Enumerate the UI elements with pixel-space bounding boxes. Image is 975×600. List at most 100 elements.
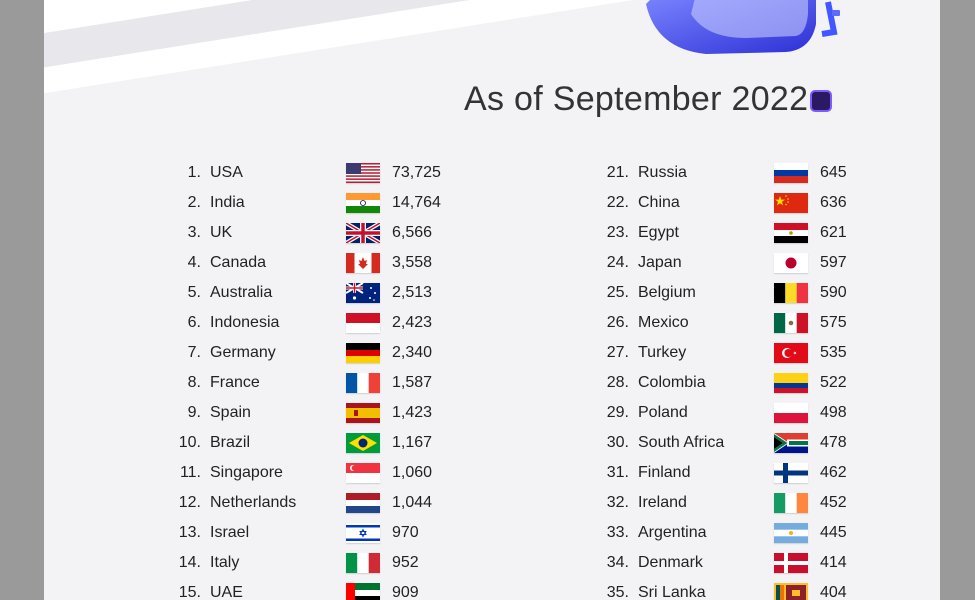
rank-number: 32.	[606, 494, 629, 511]
ranking-row: 31. Finland 462	[592, 460, 890, 486]
value-count: 909	[392, 584, 419, 600]
rank-number: 9.	[187, 404, 201, 421]
country-name: Finland	[638, 464, 691, 481]
value-count: 597	[820, 254, 847, 271]
ranking-row: 15. UAE 909	[171, 580, 462, 600]
value-count: 645	[820, 164, 847, 181]
ranking-row: 32. Ireland 452	[592, 490, 890, 516]
egypt-flag-icon	[774, 223, 808, 243]
rank-number: 13.	[178, 524, 201, 541]
canada-flag-icon	[346, 253, 380, 273]
argentina-flag-icon	[774, 523, 808, 543]
country-name: Denmark	[638, 554, 703, 571]
rank-number: 24.	[606, 254, 629, 271]
country-name: Colombia	[638, 374, 706, 391]
value-count: 404	[820, 584, 847, 600]
ranking-row: 14. Italy 952	[171, 550, 462, 576]
country-name: Singapore	[210, 464, 283, 481]
ranking-row: 22. China 636	[592, 190, 890, 216]
france-flag-icon	[346, 373, 380, 393]
value-count: 2,513	[392, 284, 433, 301]
singapore-flag-icon	[346, 463, 380, 483]
value-count: 6,566	[392, 224, 433, 241]
country-name: Indonesia	[210, 314, 280, 331]
value-count: 535	[820, 344, 847, 361]
ranking-row: 21. Russia 645	[592, 160, 890, 186]
ranking-row: 25. Belgium 590	[592, 280, 890, 306]
rank-number: 23.	[606, 224, 629, 241]
value-count: 498	[820, 404, 847, 421]
rank-number: 8.	[187, 374, 201, 391]
country-name: Netherlands	[210, 494, 297, 511]
value-count: 73,725	[392, 164, 441, 181]
country-name: France	[210, 374, 260, 391]
rank-number: 2.	[187, 194, 201, 211]
denmark-flag-icon	[774, 553, 808, 573]
rank-number: 28.	[606, 374, 629, 391]
ranking-row: 11. Singapore 1,060	[171, 460, 462, 486]
brazil-flag-icon	[346, 433, 380, 453]
ireland-flag-icon	[774, 493, 808, 513]
south-africa-flag-icon	[774, 433, 808, 453]
germany-flag-icon	[346, 343, 380, 363]
value-count: 445	[820, 524, 847, 541]
infographic-card: As of September 2022 1. USA 73,725 2. India 1…	[44, 0, 940, 600]
country-name: Italy	[210, 554, 240, 571]
country-name: Poland	[638, 404, 688, 421]
country-name: UK	[210, 224, 233, 241]
mexico-flag-icon	[774, 313, 808, 333]
rank-number: 10.	[178, 434, 201, 451]
rank-number: 15.	[178, 584, 201, 600]
rank-number: 22.	[606, 194, 629, 211]
country-name: South Africa	[638, 434, 725, 451]
value-count: 1,044	[392, 494, 433, 511]
usa-flag-icon	[346, 163, 380, 183]
country-name: Sri Lanka	[638, 584, 706, 600]
country-name: Brazil	[210, 434, 251, 451]
country-name: China	[638, 194, 680, 211]
value-count: 636	[820, 194, 847, 211]
value-count: 575	[820, 314, 847, 331]
china-flag-icon	[774, 193, 808, 213]
value-count: 590	[820, 284, 847, 301]
value-count: 462	[820, 464, 847, 481]
country-name: Australia	[210, 284, 273, 301]
rank-number: 12.	[178, 494, 201, 511]
value-count: 3,558	[392, 254, 433, 271]
poland-flag-icon	[774, 403, 808, 423]
ranking-row: 24. Japan 597	[592, 250, 890, 276]
ranking-row: 33. Argentina 445	[592, 520, 890, 546]
rank-number: 5.	[187, 284, 201, 301]
rank-number: 3.	[187, 224, 201, 241]
country-name: Spain	[210, 404, 251, 421]
country-name: Russia	[638, 164, 687, 181]
value-count: 522	[820, 374, 847, 391]
italy-flag-icon	[346, 553, 380, 573]
india-flag-icon	[346, 193, 380, 213]
israel-flag-icon	[346, 523, 380, 543]
uk-flag-icon	[346, 223, 380, 243]
ranking-row: 6. Indonesia 2,423	[171, 310, 462, 336]
russia-flag-icon	[774, 163, 808, 183]
ranking-row: 5. Australia 2,513	[171, 280, 462, 306]
sri-lanka-flag-icon	[774, 583, 808, 600]
rank-number: 35.	[606, 584, 629, 600]
ranking-row: 8. France 1,587	[171, 370, 462, 396]
rank-number: 21.	[606, 164, 629, 181]
rank-number: 27.	[606, 344, 629, 361]
rank-number: 11.	[179, 464, 201, 481]
indonesia-flag-icon	[346, 313, 380, 333]
country-name: Mexico	[638, 314, 689, 331]
ranking-row: 3. UK 6,566	[171, 220, 462, 246]
ranking-row: 29. Poland 498	[592, 400, 890, 426]
country-name: Israel	[210, 524, 250, 541]
value-count: 952	[392, 554, 419, 571]
rank-number: 14.	[178, 554, 201, 571]
ranking-row: 7. Germany 2,340	[171, 340, 462, 366]
country-name: Belgium	[638, 284, 696, 301]
ranking-row: 26. Mexico 575	[592, 310, 890, 336]
rank-number: 33.	[606, 524, 629, 541]
value-count: 1,167	[392, 434, 433, 451]
rank-number: 1.	[187, 164, 201, 181]
value-count: 2,423	[392, 314, 433, 331]
